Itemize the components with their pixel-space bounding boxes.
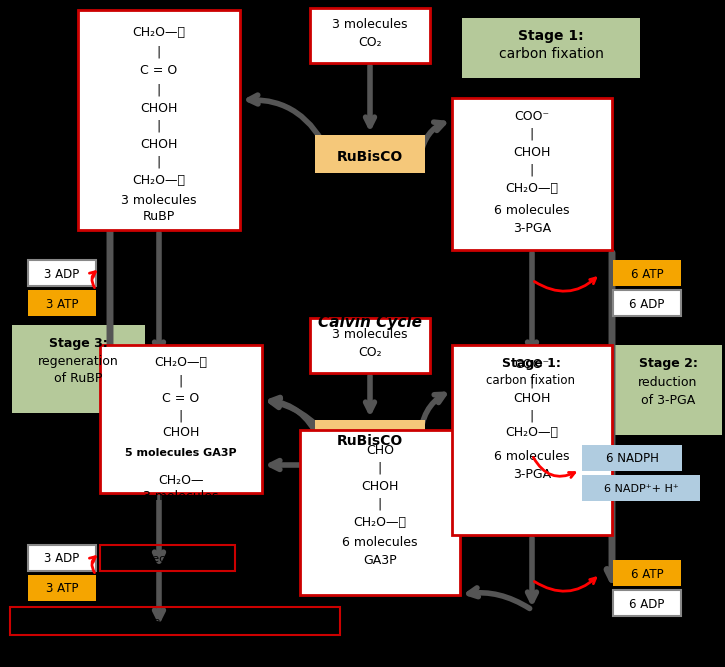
Text: |: | [179,410,183,422]
Bar [613,260,681,286]
Text: CH₂O—: CH₂O— [158,474,204,486]
Bar [28,575,96,601]
Text: 3 ATP: 3 ATP [46,297,78,311]
Bar [28,290,96,316]
Bar [613,560,681,586]
Bar [310,8,430,63]
Text: CO₂: CO₂ [358,37,382,49]
Text: Stage 2:: Stage 2: [639,358,697,370]
Text: molecules: molecules [431,632,489,642]
Text: RuBP: RuBP [143,209,175,223]
Text: RuBisCO: RuBisCO [337,434,403,448]
Text: 6 molecules: 6 molecules [494,203,570,217]
Text: CHOH: CHOH [141,137,178,151]
Bar [452,98,612,250]
Text: |: | [157,45,161,59]
Text: |: | [530,376,534,388]
Text: reduction: reduction [638,376,697,388]
Bar [452,345,612,535]
Text: CHOH: CHOH [513,145,551,159]
Text: 3 ADP: 3 ADP [44,267,80,281]
Text: 1 molecule GA3P: 1 molecule GA3P [120,554,215,564]
Bar [467,345,595,400]
Text: 3 ADP: 3 ADP [44,552,80,566]
Text: CHOH: CHOH [141,101,178,115]
Bar [315,420,425,458]
Bar [12,325,145,413]
Text: |: | [530,127,534,141]
Text: Calvin Cycle: Calvin Cycle [318,315,422,329]
Text: 6 ADP: 6 ADP [629,598,665,610]
Text: 6 ADP: 6 ADP [629,297,665,311]
Bar [310,318,430,373]
Bar [28,545,96,571]
Bar [582,445,682,471]
Text: CH₂O—Ⓟ: CH₂O—Ⓟ [505,181,558,195]
Text: |: | [157,119,161,133]
Text: 5 molecules GA3P: 5 molecules GA3P [125,448,237,458]
Text: |: | [157,155,161,169]
Text: 6 ATP: 6 ATP [631,568,663,580]
Bar [78,10,240,230]
Text: |: | [378,498,382,510]
Text: 3-PGA: 3-PGA [513,468,551,480]
Bar [582,475,700,501]
Text: 6 ATP: 6 ATP [631,267,663,281]
Text: COO⁻: COO⁻ [515,358,550,372]
Text: 3 molecules: 3 molecules [332,17,407,31]
Text: CHOH: CHOH [361,480,399,492]
Text: 6 molecules: 6 molecules [494,450,570,464]
Bar [300,430,460,595]
Text: 6 NADPH: 6 NADPH [605,452,658,466]
Bar [315,135,425,173]
Text: Stage 1:: Stage 1: [502,356,560,370]
Bar [613,590,681,616]
Text: regeneration: regeneration [38,356,118,368]
Text: |: | [157,83,161,97]
Text: C = O: C = O [162,392,199,406]
Text: COO⁻: COO⁻ [515,109,550,123]
Bar [614,345,722,435]
Text: |: | [530,410,534,422]
Text: RuBP: RuBP [165,506,197,520]
Text: CO₂: CO₂ [358,346,382,358]
Text: 3 molecules: 3 molecules [144,490,219,504]
Text: 3 ATP: 3 ATP [46,582,78,596]
Text: GA3P: GA3P [363,554,397,568]
Bar [10,607,340,635]
Text: 1/2 molecule glucose (C₆H₁₂O₆): 1/2 molecule glucose (C₆H₁₂O₆) [88,617,262,627]
Text: Calvin Cycle: Calvin Cycle [413,643,507,657]
Text: carbon fixation: carbon fixation [499,47,603,61]
Text: CH₂O—Ⓟ: CH₂O—Ⓟ [154,356,207,370]
Text: carbon fixation: carbon fixation [486,374,576,388]
Text: CHO: CHO [366,444,394,456]
Text: of RuBP: of RuBP [54,372,102,386]
Text: 6 NADP⁺+ H⁺: 6 NADP⁺+ H⁺ [604,484,679,494]
Text: CH₂O—Ⓟ: CH₂O—Ⓟ [133,173,186,187]
Bar [100,345,262,493]
Bar [462,18,640,78]
Bar [613,290,681,316]
Text: |: | [530,163,534,177]
Text: CH₂O—Ⓟ: CH₂O—Ⓟ [133,25,186,39]
Bar [28,260,96,286]
Text: Stage 3:: Stage 3: [49,338,107,350]
Text: CH₂O—Ⓟ: CH₂O—Ⓟ [354,516,407,528]
Text: 3 molecules: 3 molecules [121,193,196,207]
Text: 3 molecules: 3 molecules [332,327,407,340]
Bar [100,545,235,571]
Text: CH₂O—Ⓟ: CH₂O—Ⓟ [505,426,558,440]
Text: Stage 1:: Stage 1: [518,29,584,43]
Text: RuBisCO: RuBisCO [337,150,403,164]
Text: |: | [179,374,183,388]
Text: CHOH: CHOH [162,426,199,440]
Text: |: | [378,462,382,474]
Text: C = O: C = O [141,63,178,77]
Text: 3-PGA: 3-PGA [513,221,551,235]
Text: CHOH: CHOH [513,392,551,406]
Text: of 3-PGA: of 3-PGA [641,394,695,406]
Text: 6 molecules: 6 molecules [342,536,418,550]
